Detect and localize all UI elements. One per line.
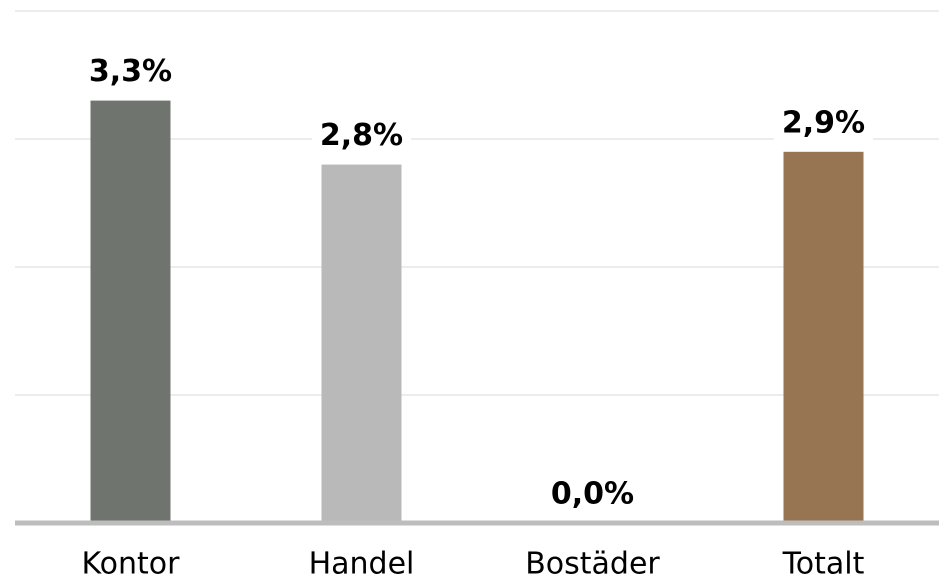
bar <box>90 100 171 523</box>
x-tick-label: Bostäder <box>525 547 660 581</box>
label-background <box>542 476 643 512</box>
x-tick-label: Handel <box>309 547 415 581</box>
label-background <box>773 105 874 141</box>
value-label: 3,3% <box>89 54 172 89</box>
bar <box>321 164 402 523</box>
x-tick-label: Totalt <box>782 547 865 581</box>
value-label: 2,9% <box>782 105 865 140</box>
label-background <box>311 118 412 154</box>
value-label: 0,0% <box>551 477 634 512</box>
label-background <box>80 54 181 90</box>
value-label: 2,8% <box>320 118 403 153</box>
bar <box>783 151 864 524</box>
x-tick-label: Kontor <box>82 547 181 581</box>
